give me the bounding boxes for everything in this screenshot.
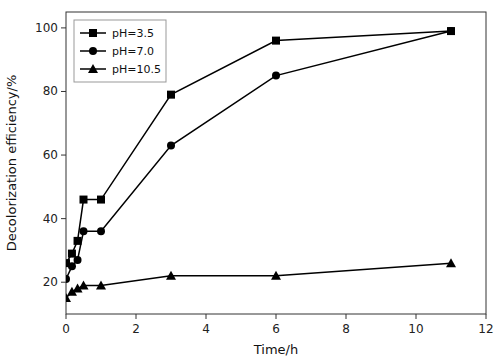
legend: pH=3.5 pH=7.0 pH=10.5 <box>74 20 166 82</box>
y-tick <box>61 282 66 283</box>
y-tick-label: 60 <box>43 148 58 162</box>
x-tick-label: 10 <box>408 322 423 336</box>
series-marker <box>272 72 280 80</box>
axes: 0 2 4 6 8 10 12 20 40 60 80 100 <box>35 21 494 336</box>
chart-svg: 0 2 4 6 8 10 12 20 40 60 80 100 Time/h Decolorization… <box>0 0 500 364</box>
series-marker <box>271 271 281 280</box>
legend-marker <box>88 64 98 73</box>
series-marker <box>80 227 88 235</box>
x-axis-label: Time/h <box>253 342 298 357</box>
x-tick-label: 4 <box>202 322 210 336</box>
series-marker <box>446 258 456 267</box>
series-marker <box>96 280 106 289</box>
chart-container: 0 2 4 6 8 10 12 20 40 60 80 100 Time/h Decolorization… <box>0 0 500 364</box>
legend-label: pH=7.0 <box>112 45 154 58</box>
series-line <box>66 31 451 279</box>
y-axis-label: Decolorization efficiency/% <box>4 75 19 252</box>
y-tick <box>61 155 66 156</box>
series-marker <box>80 196 88 204</box>
series-marker <box>167 91 175 99</box>
x-tick-label: 8 <box>342 322 350 336</box>
x-tick <box>486 314 487 319</box>
y-tick-label: 80 <box>43 84 58 98</box>
series-marker <box>167 142 175 150</box>
legend-box <box>74 20 166 82</box>
legend-label: pH=3.5 <box>112 27 154 40</box>
series-marker <box>166 271 176 280</box>
legend-marker <box>89 29 97 37</box>
series-marker <box>447 27 455 35</box>
y-tick <box>61 27 66 28</box>
series-marker <box>68 250 76 258</box>
x-tick-label: 6 <box>272 322 280 336</box>
x-tick <box>276 314 277 319</box>
series-marker <box>447 27 455 35</box>
x-tick <box>206 314 207 319</box>
y-tick <box>61 218 66 219</box>
series-marker <box>272 37 280 45</box>
legend-label: pH=10.5 <box>112 63 161 76</box>
series-marker <box>79 280 89 289</box>
x-tick <box>416 314 417 319</box>
series-line <box>66 263 451 298</box>
series-marker <box>97 227 105 235</box>
x-tick <box>136 314 137 319</box>
x-tick-label: 2 <box>132 322 140 336</box>
y-tick <box>61 91 66 92</box>
y-tick-label: 20 <box>43 275 58 289</box>
legend-marker <box>89 47 97 55</box>
data-area <box>66 27 456 302</box>
plot-frame <box>66 12 486 314</box>
series-marker <box>97 196 105 204</box>
series-marker <box>68 262 76 270</box>
y-tick-label: 40 <box>43 212 58 226</box>
series-marker <box>66 275 70 283</box>
x-tick-label: 12 <box>478 322 493 336</box>
x-tick <box>66 314 67 319</box>
x-tick-label: 0 <box>62 322 70 336</box>
series-line <box>66 31 451 263</box>
y-tick-label: 100 <box>35 21 58 35</box>
series-marker <box>74 256 82 264</box>
x-tick <box>346 314 347 319</box>
